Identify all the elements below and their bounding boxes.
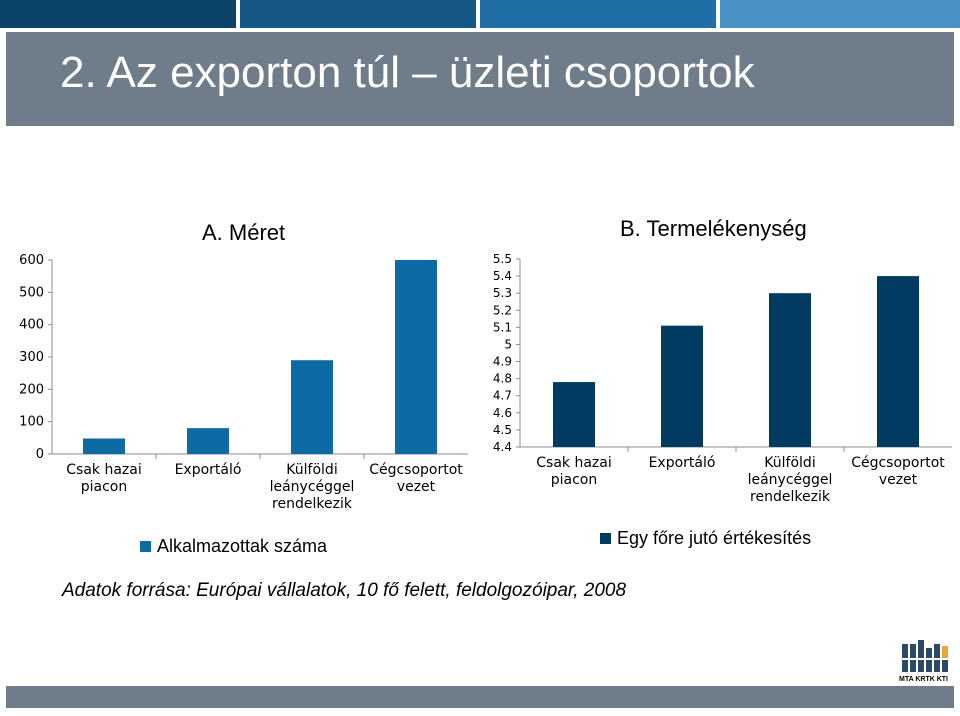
slide-title: 2. Az exporton túl – üzleti csoportok [60, 48, 755, 97]
top-stripe-1 [0, 0, 236, 28]
mta-krtk-kti-logo [900, 640, 952, 684]
chart-b-category-label: Exportáló [649, 455, 716, 471]
chart-a-ytick-label: 400 [19, 318, 44, 333]
chart-b-legend: Egy főre jutó értékesítés [600, 528, 811, 549]
legend-swatch-b [600, 533, 611, 544]
chart-a-title: A. Méret [202, 220, 286, 245]
legend-label-b: Egy főre jutó értékesítés [617, 528, 812, 548]
data-source-note: Adatok forrása: Európai vállalatok, 10 f… [62, 580, 627, 601]
chart-b-ytick-label: 5 [504, 337, 512, 351]
chart-a-ytick-label: 500 [19, 285, 44, 300]
chart-b-ytick-label: 4.4 [493, 440, 512, 454]
chart-b-ytick-label: 4.5 [493, 423, 512, 437]
chart-a-bar [395, 260, 437, 454]
chart-b-bar [877, 276, 919, 447]
top-stripe-2 [240, 0, 476, 28]
chart-b-ytick-label: 5.5 [493, 252, 512, 266]
chart-b-ytick-label: 4.6 [493, 406, 512, 420]
chart-a-ytick-label: 100 [19, 415, 44, 430]
chart-a-ytick-label: 300 [19, 350, 44, 365]
chart-a-category-label: Külföldi leánycéggel rendelkezik [270, 462, 355, 512]
chart-b-ytick-label: 5.3 [493, 286, 512, 300]
chart-b-bar [553, 382, 595, 447]
chart-a-category-label: Cégcsoportot vezet [369, 462, 463, 495]
chart-a-bar [83, 438, 125, 454]
chart-b-ytick-label: 5.2 [493, 303, 512, 317]
chart-b-title: B. Termelékenység [620, 216, 807, 241]
chart-b-ytick-label: 4.9 [493, 355, 512, 369]
chart-a-category-label: Exportáló [175, 462, 242, 478]
chart-b-category-label: Külföldi leánycéggel rendelkezik [748, 455, 833, 505]
chart-a-bar [291, 360, 333, 454]
chart-b-category-label: Cégcsoportot vezet [851, 455, 945, 488]
chart-b-ytick-label: 5.1 [493, 320, 512, 334]
chart-b-ytick-label: 5.4 [493, 269, 512, 283]
top-stripe-bar [0, 0, 960, 28]
logo-text: MTA KRTK KTI [899, 676, 948, 683]
top-stripe-4 [720, 0, 960, 28]
chart-a-ytick-label: 200 [19, 382, 44, 397]
top-stripe-3 [480, 0, 716, 28]
chart-a-ytick-label: 600 [19, 253, 44, 268]
chart-b-category-label: Csak hazai piacon [536, 455, 611, 488]
chart-a-category-label: Csak hazai piacon [66, 462, 141, 495]
chart-b-bar [661, 325, 703, 447]
chart-b-plot: 4.4 4.5 4.6 4.7 4.8 4.9 5 5.1 5.2 5.3 5.4 5.5 Csak h… [493, 252, 952, 505]
legend-swatch-a [140, 541, 151, 552]
chart-a-bar [187, 428, 229, 454]
legend-label-a: Alkalmazottak száma [157, 536, 328, 556]
chart-b-ytick-label: 4.8 [493, 372, 512, 386]
chart-b-bar [769, 293, 811, 447]
chart-b-ytick-label: 4.7 [493, 389, 512, 403]
chart-a-ytick-label: 0 [36, 447, 44, 462]
footer-band [6, 686, 954, 708]
title-band [6, 32, 954, 126]
chart-a-plot: 0 100 200 300 400 500 600 Csak hazai piacon Expor… [19, 253, 468, 512]
chart-a-legend: Alkalmazottak száma [140, 536, 327, 557]
